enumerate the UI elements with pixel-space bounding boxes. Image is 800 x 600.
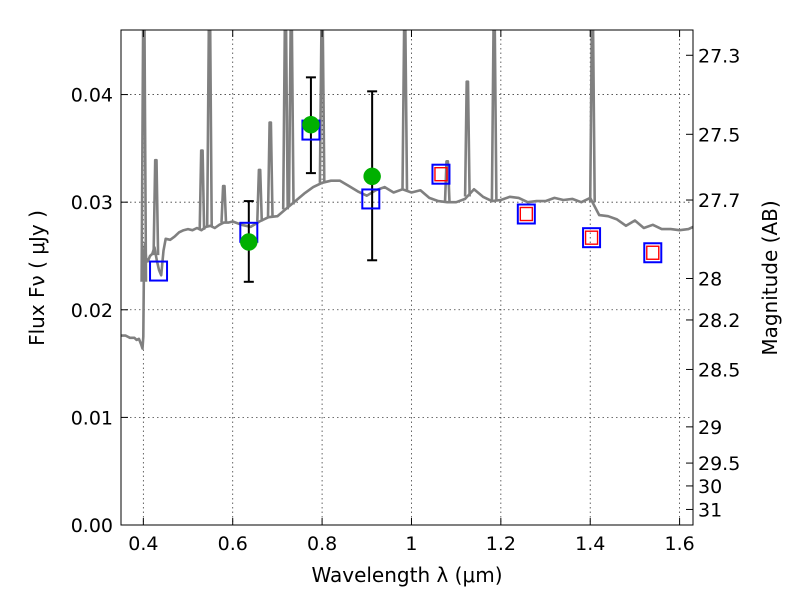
spectrum-line [121,179,693,350]
blue-square-marker [361,188,381,210]
red-square-marker [519,206,534,222]
tick-marks [121,30,693,526]
x-tick-label: 1.4 [575,533,605,555]
magnitude-tick-label: 27.5 [698,124,740,146]
emission-line [401,30,409,191]
emission-line [152,158,160,256]
x-tick-label: 0.4 [128,533,158,555]
emission-line [588,30,596,203]
emission-line [318,30,326,183]
emission-line [198,149,206,230]
emission-line [140,30,148,282]
y-tick-label: 0.02 [71,300,113,322]
emission-line [220,184,228,223]
red-square-marker [646,245,660,260]
emission-line [266,121,274,218]
x-tick-label: 0.8 [307,533,337,555]
marker-layer [149,76,663,283]
grid-lines [121,30,693,525]
magnitude-tick-label: 30 [698,476,722,498]
green-data-point [363,167,381,186]
y-tick-label: 0.04 [71,85,113,107]
magnitude-tick-label: 31 [698,499,722,521]
green-data-point [240,233,258,251]
x-tick-labels: 0.4 0.6 0.8 1 1.2 1.4 1.6 [128,533,694,555]
plot-frame [120,29,694,526]
y-tick-label: 0.01 [71,407,113,429]
red-square-marker [584,230,599,245]
blue-square-marker [582,227,602,249]
y-tick-label: 0.00 [71,515,113,537]
x-tick-label: 0.6 [218,533,248,555]
emission-line [205,30,213,227]
magnitude-tick-label: 29 [698,417,722,439]
emission-line [281,30,289,210]
magnitude-tick-label: 27.7 [698,190,740,212]
y-tick-labels: 0.00 0.01 0.02 0.03 0.04 [71,85,113,537]
emission-line [490,30,498,201]
emission-line [256,168,264,222]
x-tick-label: 1.2 [486,533,516,555]
blue-square-marker [149,260,169,282]
spectrum-layer [121,30,693,350]
emission-line [463,80,471,197]
magnitude-tick-label: 28.5 [698,359,740,381]
y-tick-label: 0.03 [71,192,113,214]
emission-line [287,30,295,205]
y-axis-label-right: Magnitude (AB) [758,200,782,355]
x-tick-label: 1 [405,533,417,555]
magnitude-tick-label: 28.2 [698,310,740,332]
blue-square-marker [516,203,536,225]
magnitude-tick-label: 27.3 [698,45,740,67]
y-axis-label-left: Flux Fν ( μJy ) [25,210,49,346]
red-square-marker [434,166,448,182]
magnitude-tick-label: 29.5 [698,453,740,475]
blue-square-marker [643,242,663,264]
green-data-point [302,115,320,134]
x-axis-label: Wavelength λ (μm) [311,563,502,587]
magnitude-tick-label: 28 [698,268,722,290]
x-tick-label: 1.6 [664,533,694,555]
blue-square-marker [431,163,451,185]
